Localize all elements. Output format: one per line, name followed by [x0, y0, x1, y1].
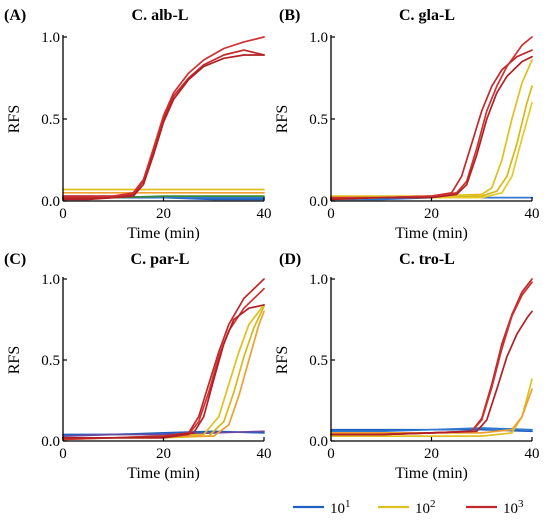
- series-line-1: [62, 430, 265, 437]
- y-tick-label: 1.0: [309, 272, 328, 288]
- panel-title: C. gla-L: [399, 7, 455, 24]
- x-tick-label: 20: [424, 446, 439, 462]
- x-tick-label: 40: [257, 446, 272, 462]
- chart-panel-3: (D) C. tro-L 0.0 0.5 1.0 0 20 40 Time (min) RFS: [274, 251, 540, 482]
- chart-panel-1: (B) C. gla-L 0.0 0.5 1.0 0 20 40 Time (min) RFS: [274, 7, 540, 242]
- series-line-3: [330, 85, 533, 199]
- series-line-2: [62, 304, 265, 439]
- y-tick-label: 0.0: [41, 194, 60, 210]
- series-line-7: [62, 54, 265, 201]
- panel-letter: (D): [279, 251, 301, 268]
- x-tick-label: 0: [327, 446, 335, 462]
- legend-label-2: 103: [503, 498, 524, 517]
- panel-title: C. tro-L: [399, 251, 455, 268]
- x-axis-label: Time (min): [127, 465, 200, 482]
- legend-label-1: 102: [415, 498, 436, 517]
- series-line-4: [62, 310, 265, 439]
- y-tick-label: 0.0: [309, 434, 328, 450]
- y-tick-label: 0.5: [41, 112, 60, 128]
- x-tick-label: 0: [59, 206, 67, 222]
- panel-letter: (C): [4, 251, 26, 268]
- series-line-2: [330, 378, 533, 437]
- x-tick-label: 0: [327, 206, 335, 222]
- series-line-6: [330, 310, 533, 436]
- series-line-6: [62, 36, 265, 197]
- legend-label-0: 101: [330, 498, 351, 517]
- panel-letter: (A): [4, 7, 26, 24]
- series-line-4: [330, 278, 533, 436]
- y-tick-label: 0.5: [41, 353, 60, 369]
- series-line-7: [62, 304, 265, 439]
- series-line-6: [62, 287, 265, 441]
- y-axis-label: RFS: [6, 105, 23, 133]
- x-axis-label: Time (min): [127, 225, 200, 242]
- y-tick-label: 0.5: [309, 353, 328, 369]
- x-axis-label: Time (min): [395, 225, 468, 242]
- x-tick-label: 20: [424, 206, 439, 222]
- y-tick-label: 1.0: [309, 30, 328, 46]
- legend: 101 102 103: [293, 498, 524, 517]
- y-tick-label: 1.0: [41, 30, 60, 46]
- panel-letter: (B): [279, 7, 300, 24]
- series-line-3: [62, 305, 265, 441]
- series-line-6: [330, 36, 533, 199]
- x-tick-label: 20: [156, 446, 171, 462]
- x-axis-label: Time (min): [395, 465, 468, 482]
- y-axis-label: RFS: [6, 346, 23, 374]
- series-line-5: [62, 278, 265, 439]
- x-tick-label: 40: [525, 206, 540, 222]
- chart-panel-2: (C) C. par-L 0.0 0.5 1.0 0 20 40 Time (min) RFS: [4, 251, 272, 482]
- series-line-5: [330, 281, 533, 436]
- x-tick-label: 40: [257, 206, 272, 222]
- series-line-7: [330, 55, 533, 201]
- y-tick-label: 0.5: [309, 112, 328, 128]
- x-tick-label: 0: [59, 446, 67, 462]
- panel-title: C. par-L: [131, 251, 190, 268]
- series-line-3: [330, 388, 533, 434]
- y-axis-label: RFS: [274, 105, 291, 133]
- y-tick-label: 1.0: [41, 272, 60, 288]
- series-line-5: [330, 49, 533, 199]
- x-tick-label: 40: [525, 446, 540, 462]
- series-line-1: [330, 427, 533, 433]
- series-line-2: [330, 59, 533, 197]
- y-tick-label: 0.0: [309, 194, 328, 210]
- y-tick-label: 0.0: [41, 434, 60, 450]
- panel-title: C. alb-L: [132, 7, 189, 24]
- chart-panel-0: (A) C. alb-L 0.0 0.5 1.0 0 20 40 Time (min) RFS: [4, 7, 272, 242]
- x-tick-label: 20: [156, 206, 171, 222]
- y-axis-label: RFS: [274, 346, 291, 374]
